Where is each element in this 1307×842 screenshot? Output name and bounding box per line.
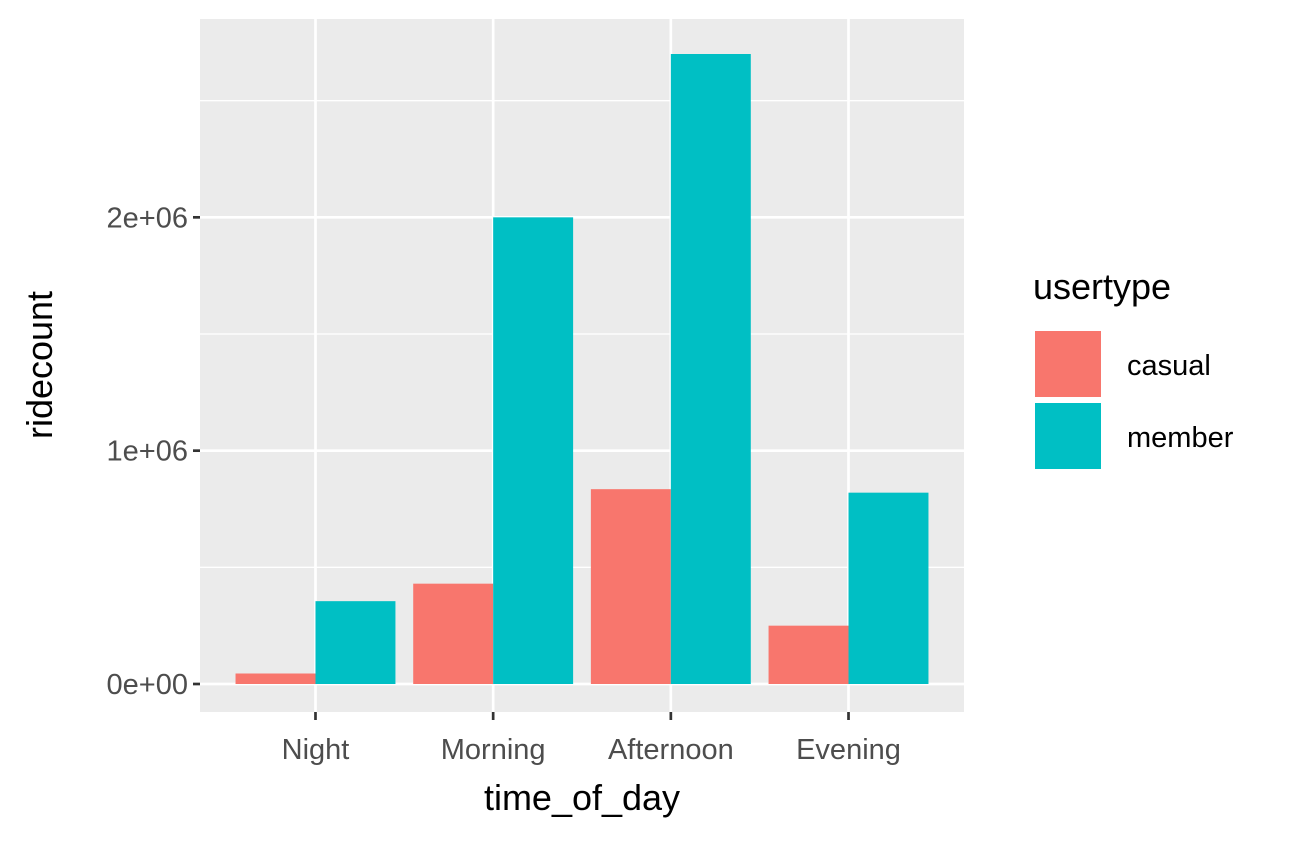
legend: usertype casual member	[1033, 266, 1234, 471]
x-tick-label: Evening	[796, 734, 901, 766]
bars	[235, 54, 929, 685]
legend-swatch-casual	[1035, 331, 1101, 397]
legend-label-member: member	[1127, 422, 1234, 454]
y-axis-title: ridecount	[19, 291, 60, 439]
bar-casual-night	[235, 673, 316, 684]
x-tick-label: Night	[282, 734, 350, 766]
y-tick-label: 1e+06	[107, 436, 188, 468]
bar-member-morning	[493, 217, 574, 685]
bar-casual-afternoon	[590, 489, 671, 684]
legend-label-casual: casual	[1127, 350, 1211, 382]
y-tick-label: 0e+00	[107, 669, 188, 701]
bar-member-night	[315, 601, 396, 684]
x-axis-title: time_of_day	[484, 777, 680, 818]
x-tick-label: Morning	[441, 734, 546, 766]
axes: 0e+00 1e+06 2e+06 Night Morning Afternoon Even…	[107, 202, 901, 766]
bar-casual-morning	[413, 583, 494, 684]
plot-panel	[200, 19, 964, 712]
y-tick-label: 2e+06	[107, 202, 188, 234]
x-tick-label: Afternoon	[608, 734, 734, 766]
bar-member-evening	[848, 492, 929, 684]
legend-title: usertype	[1033, 266, 1171, 307]
bar-member-afternoon	[670, 54, 751, 684]
legend-swatch-member	[1035, 403, 1101, 469]
bar-casual-evening	[768, 625, 849, 684]
